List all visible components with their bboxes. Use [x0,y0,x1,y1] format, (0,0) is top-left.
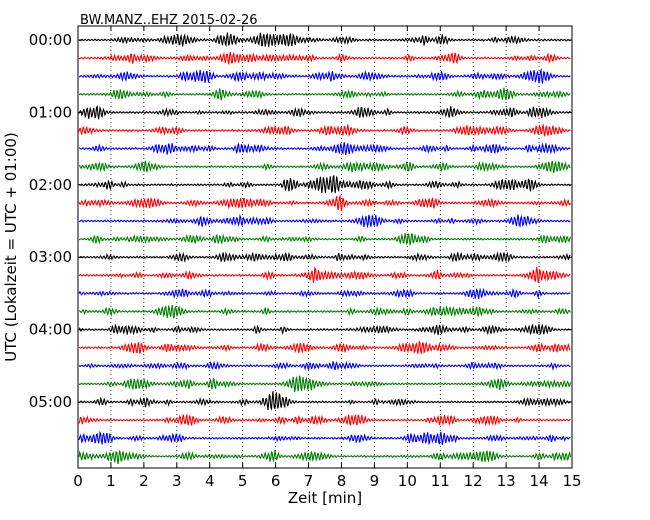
seismic-trace [78,32,571,48]
seismic-trace [78,51,571,65]
seismic-trace [78,124,571,138]
seismic-trace [78,375,571,393]
seismic-trace [78,391,571,411]
seismic-trace [78,142,571,155]
seismic-trace [78,414,571,427]
chart-title: BW.MANZ..EHZ 2015-02-26 [80,13,258,28]
x-tick-label: 4 [205,472,215,490]
x-tick-label: 9 [370,472,380,490]
x-tick-label: 1 [106,472,116,490]
x-tick-label: 14 [530,472,549,490]
x-tick-label: 2 [139,472,149,490]
y-tick-label: 04:00 [29,321,72,339]
seismic-trace [78,87,571,101]
plot-frame [77,25,573,469]
x-tick-label: 12 [464,472,483,490]
seismic-trace [78,160,571,174]
axis-ticks: 0 1 2 3 4 5 6 7 8 9 10 11 12 13 14 1500:0001:0002:0003:… [29,26,582,490]
y-tick-label: 05:00 [29,393,72,411]
x-tick-label: 5 [238,472,248,490]
seismic-trace [78,450,571,465]
x-tick-label: 0 [73,472,83,490]
seismic-trace [78,233,571,246]
seismic-trace [78,194,571,212]
x-tick-label: 10 [398,472,417,490]
y-tick-label: 01:00 [29,103,72,121]
y-tick-label: 02:00 [29,176,72,194]
seismic-traces [78,32,571,465]
x-tick-label: 3 [172,472,182,490]
x-tick-label: 7 [304,472,314,490]
seismic-trace [78,360,571,372]
seismic-trace [78,287,571,300]
x-tick-label: 13 [497,472,516,490]
x-tick-label: 11 [431,472,450,490]
x-tick-label: 6 [271,472,281,490]
x-tick-label: 8 [337,472,347,490]
x-axis-title: Zeit [min] [288,489,362,507]
seismic-trace [78,175,571,194]
seismic-trace [78,213,571,229]
seismic-trace [78,430,571,446]
seismic-trace [78,340,571,354]
seismic-trace [78,323,571,336]
y-axis-title: UTC (Lokalzeit = UTC + 01:00) [2,132,20,362]
seismic-trace [78,105,571,120]
x-tick-label: 15 [562,472,581,490]
seismic-trace [78,67,571,84]
y-tick-label: 00:00 [29,31,72,49]
seismic-trace [78,304,571,319]
seismic-trace [78,266,571,283]
y-tick-label: 03:00 [29,248,72,266]
seismic-trace [78,251,571,263]
